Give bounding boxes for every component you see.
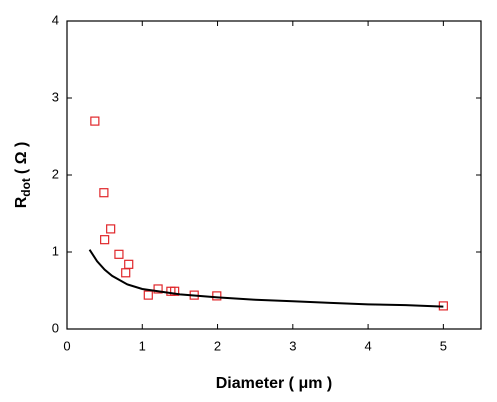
y-tick-label: 3 xyxy=(52,89,59,104)
x-tick-label: 3 xyxy=(289,338,296,353)
data-point xyxy=(124,259,134,269)
data-point xyxy=(121,268,131,278)
data-point xyxy=(143,290,153,300)
x-tick-label: 5 xyxy=(440,338,447,353)
x-axis-label: Diameter ( μm ) xyxy=(216,375,332,392)
y-tick-label: 0 xyxy=(52,320,59,335)
data-point xyxy=(114,249,124,259)
x-tick-label: 1 xyxy=(139,338,146,353)
data-point xyxy=(90,116,100,126)
x-tick-label: 0 xyxy=(63,338,70,353)
y-label-base: R xyxy=(13,196,30,208)
y-axis-label: Rdot ( Ω ) xyxy=(13,142,33,209)
data-point xyxy=(212,291,222,301)
data-point xyxy=(153,284,163,294)
data-point xyxy=(170,286,180,296)
plot-frame xyxy=(66,20,482,330)
y-label-unit: ( Ω ) xyxy=(13,142,30,174)
y-tick-label: 2 xyxy=(52,166,59,181)
data-point xyxy=(106,224,116,234)
x-tick-label: 2 xyxy=(214,338,221,353)
y-tick-label: 1 xyxy=(52,243,59,258)
data-point xyxy=(99,188,109,198)
y-tick-label: 4 xyxy=(52,12,59,27)
x-tick-label: 4 xyxy=(364,338,371,353)
fit-line xyxy=(88,249,444,308)
y-label-subscript: dot xyxy=(19,178,33,197)
data-point xyxy=(100,235,110,245)
